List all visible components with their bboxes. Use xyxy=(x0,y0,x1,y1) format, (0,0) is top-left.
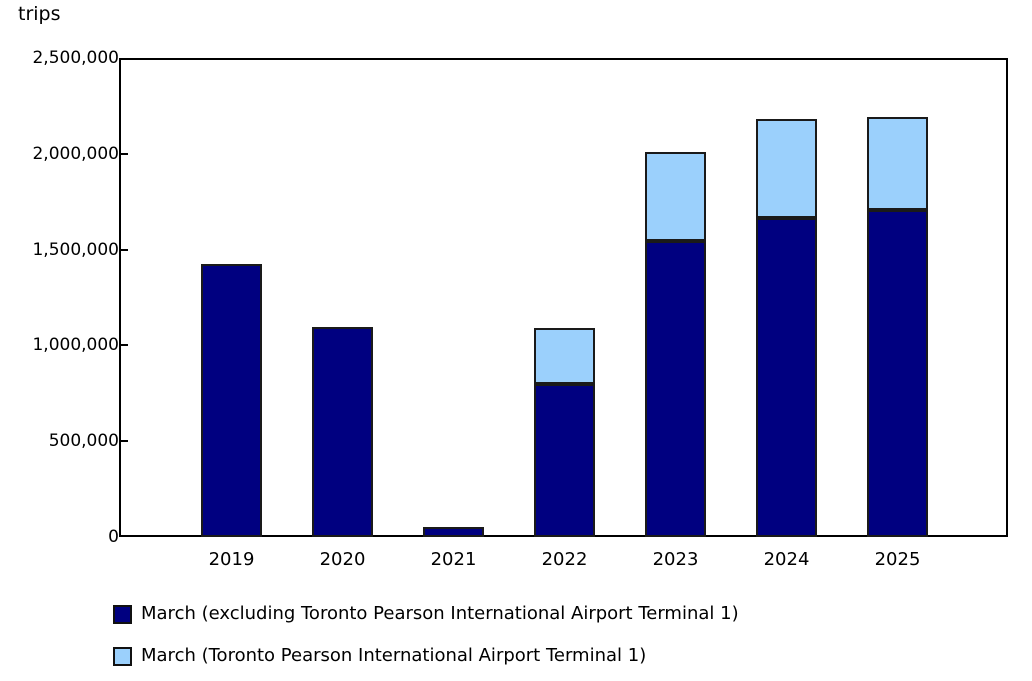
x-axis-tick-label: 2024 xyxy=(763,549,810,570)
y-axis-tick-mark xyxy=(119,440,128,443)
y-axis-tick-mark xyxy=(119,152,128,155)
bar-segment[interactable] xyxy=(312,327,373,537)
y-axis-tick-label: 0 xyxy=(108,527,119,547)
x-axis-tick-label: 2022 xyxy=(541,549,588,570)
chart-legend: March (excluding Toronto Pearson Interna… xyxy=(113,593,993,677)
bar-segment[interactable] xyxy=(534,383,595,537)
bar-segment[interactable] xyxy=(867,210,928,537)
x-axis-tick-label: 2025 xyxy=(874,549,921,570)
bar-segment[interactable] xyxy=(645,151,706,241)
bar-segment[interactable] xyxy=(201,263,262,537)
bar-segment[interactable] xyxy=(534,328,595,384)
legend-item-label: March (Toronto Pearson International Air… xyxy=(141,645,647,666)
bar-group[interactable] xyxy=(201,58,262,537)
y-axis-tick-label: 2,000,000 xyxy=(32,143,119,164)
y-axis-tick-label: 500,000 xyxy=(48,431,119,452)
x-axis-tick-label: 2021 xyxy=(430,549,477,570)
bar-segment[interactable] xyxy=(867,117,928,211)
y-axis-tick-label: 1,500,000 xyxy=(32,239,119,260)
legend-color-swatch xyxy=(113,646,132,666)
legend-item[interactable]: March (excluding Toronto Pearson Interna… xyxy=(113,593,993,635)
bar-segment[interactable] xyxy=(423,527,484,537)
y-axis-tick-mark xyxy=(119,344,128,347)
legend-item-label: March (excluding Toronto Pearson Interna… xyxy=(141,603,739,624)
bar-group[interactable] xyxy=(534,58,595,537)
bar-segment[interactable] xyxy=(645,240,706,537)
x-axis-tick-label: 2023 xyxy=(652,549,699,570)
bar-group[interactable] xyxy=(312,58,373,537)
bar-group[interactable] xyxy=(645,58,706,537)
y-axis-tick-label: 2,500,000 xyxy=(32,48,119,68)
y-axis: 0 500,000 1,000,000 1,500,000 2,000,000 2,500… xyxy=(0,0,119,681)
bar-group[interactable] xyxy=(423,58,484,537)
y-axis-tick-mark xyxy=(119,248,128,251)
legend-color-swatch xyxy=(113,604,132,624)
bar-segment[interactable] xyxy=(756,119,817,218)
x-axis-tick-label: 2019 xyxy=(208,549,255,570)
bar-segment[interactable] xyxy=(756,218,817,537)
bar-group[interactable] xyxy=(867,58,928,537)
bar-group[interactable] xyxy=(756,58,817,537)
x-axis-tick-label: 2020 xyxy=(319,549,366,570)
y-axis-unit-label: trips xyxy=(18,3,61,25)
legend-item[interactable]: March (Toronto Pearson International Air… xyxy=(113,635,993,677)
y-axis-tick-label: 1,000,000 xyxy=(32,335,119,356)
